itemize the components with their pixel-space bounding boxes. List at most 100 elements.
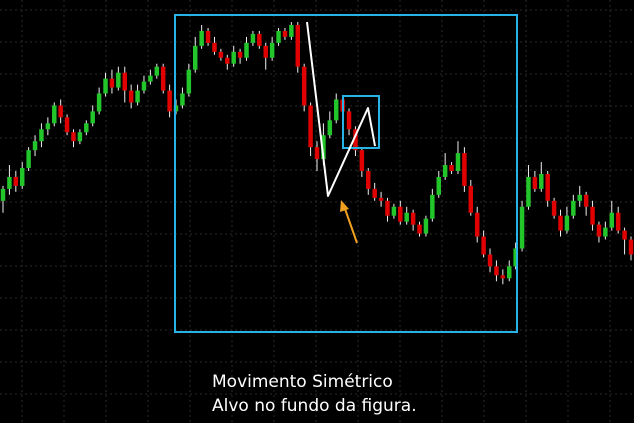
candle-body bbox=[366, 171, 371, 189]
candle bbox=[199, 24, 204, 49]
candle-body bbox=[71, 132, 76, 142]
candle-body bbox=[263, 45, 268, 58]
candle-body bbox=[205, 30, 211, 43]
candle bbox=[301, 63, 307, 112]
candle bbox=[462, 147, 467, 192]
candle-body bbox=[455, 153, 461, 171]
candle bbox=[160, 63, 166, 94]
candle bbox=[289, 22, 294, 40]
candle-body bbox=[398, 206, 403, 222]
candle-body bbox=[532, 176, 538, 189]
candle-body bbox=[199, 30, 204, 46]
candle-body bbox=[404, 212, 409, 222]
candle bbox=[225, 54, 230, 70]
candle bbox=[487, 248, 493, 273]
candle-body bbox=[154, 66, 160, 76]
candle-body bbox=[430, 194, 435, 219]
candle-body bbox=[282, 30, 288, 37]
candle bbox=[571, 194, 576, 219]
candle-body bbox=[622, 230, 627, 240]
caption-line-1: Movimento Simétrico bbox=[212, 372, 393, 392]
candle-body bbox=[526, 176, 531, 207]
candle bbox=[282, 27, 288, 40]
candle bbox=[308, 102, 313, 157]
candle bbox=[417, 221, 422, 237]
candle bbox=[353, 126, 358, 157]
candle-body bbox=[462, 153, 467, 186]
candle bbox=[583, 191, 589, 216]
candle-body bbox=[507, 266, 512, 279]
candle bbox=[551, 197, 557, 219]
candle-body bbox=[276, 30, 281, 43]
candle-body bbox=[237, 51, 243, 58]
candle bbox=[513, 242, 518, 270]
candle-body bbox=[391, 206, 397, 216]
candle bbox=[577, 185, 582, 207]
candle-body bbox=[26, 150, 31, 169]
chart-caption: Movimento Simétrico Alvo no fundo da fig… bbox=[212, 370, 417, 418]
candle-body bbox=[577, 194, 582, 201]
candle bbox=[494, 260, 499, 282]
candle-body bbox=[308, 105, 313, 148]
candle-body bbox=[193, 45, 198, 70]
candle bbox=[64, 114, 70, 136]
candle bbox=[468, 179, 474, 216]
pattern-highlight-box bbox=[174, 14, 518, 333]
candle-body bbox=[77, 132, 83, 142]
candle-body bbox=[173, 105, 179, 112]
candle-body bbox=[410, 212, 416, 225]
candle-body bbox=[84, 123, 89, 133]
candle bbox=[250, 30, 256, 46]
candle bbox=[500, 269, 506, 285]
candle-body bbox=[487, 254, 493, 267]
candle-body bbox=[289, 24, 294, 37]
candle-body bbox=[615, 212, 621, 231]
candle-body bbox=[90, 111, 95, 124]
candle bbox=[116, 66, 121, 91]
candle bbox=[596, 221, 602, 243]
candle bbox=[173, 99, 179, 115]
candle bbox=[314, 141, 320, 171]
candle bbox=[167, 84, 172, 118]
candle bbox=[109, 69, 115, 94]
candle-body bbox=[186, 69, 192, 94]
candle bbox=[398, 200, 403, 225]
candle-body bbox=[513, 248, 518, 267]
candle bbox=[603, 221, 608, 240]
candle bbox=[237, 48, 243, 64]
candle-body bbox=[346, 111, 352, 130]
candle bbox=[372, 182, 377, 201]
candle-body bbox=[321, 135, 326, 160]
candle-body bbox=[103, 78, 108, 94]
candle bbox=[628, 236, 634, 261]
candle-body bbox=[609, 212, 615, 228]
candle-body bbox=[494, 266, 499, 276]
candle bbox=[71, 129, 76, 148]
candle bbox=[391, 203, 397, 219]
candle-body bbox=[519, 206, 525, 249]
candle-body bbox=[122, 72, 127, 91]
candle bbox=[449, 162, 454, 174]
candle-body bbox=[353, 129, 358, 151]
candle-body bbox=[96, 93, 102, 112]
candle bbox=[180, 87, 185, 109]
candle-body bbox=[148, 75, 153, 82]
candle bbox=[442, 153, 448, 180]
candle bbox=[430, 188, 435, 222]
candle bbox=[122, 66, 127, 103]
candle-body bbox=[7, 176, 12, 189]
candle-body bbox=[571, 200, 576, 216]
candle bbox=[346, 108, 352, 136]
candle bbox=[26, 147, 31, 171]
candle-body bbox=[539, 173, 544, 189]
candle-body bbox=[269, 42, 275, 58]
candle bbox=[519, 200, 525, 252]
candle-body bbox=[417, 224, 422, 234]
candle-body bbox=[551, 200, 557, 216]
candle-body bbox=[596, 224, 602, 237]
candle bbox=[276, 27, 281, 46]
candle bbox=[359, 147, 365, 177]
candle-body bbox=[583, 194, 589, 207]
candle-body bbox=[442, 165, 448, 177]
